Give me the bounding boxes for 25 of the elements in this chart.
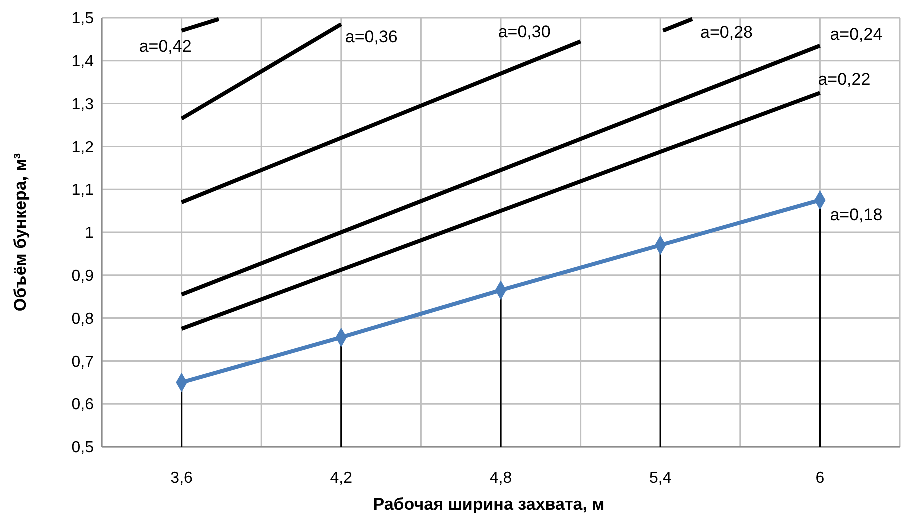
y-tick-label: 0,5 — [72, 440, 94, 457]
y-axis-title: Объём бункера, м³ — [11, 153, 30, 312]
y-tick-label: 1,4 — [72, 54, 94, 70]
x-tick-label: 4,2 — [330, 470, 353, 487]
y-tick-label: 1,1 — [72, 182, 94, 200]
series-label: a=0,28 — [700, 23, 754, 42]
y-tick-label: 1,3 — [72, 96, 94, 114]
series-label: a=0,36 — [345, 27, 398, 46]
series-label: a=0,22 — [818, 70, 871, 90]
series-label: a=0,30 — [498, 22, 551, 42]
x-axis-title: Рабочая ширина захвата, м — [373, 495, 605, 514]
y-tick-label: 1,2 — [72, 139, 94, 156]
x-tick-label: 5,4 — [649, 470, 672, 487]
series-label: a=0,42 — [139, 36, 192, 56]
y-tick-label: 1,5 — [72, 10, 94, 28]
x-tick-label: 3,6 — [170, 470, 194, 487]
x-tick-label: 6 — [816, 470, 825, 487]
y-tick-label: 0,7 — [72, 354, 94, 371]
x-tick-label: 4,8 — [490, 470, 512, 487]
y-tick-label: 0,8 — [72, 310, 94, 328]
y-tick-label: 0,6 — [72, 396, 94, 414]
series-label: a=0,24 — [830, 24, 883, 44]
series-label: a=0,18 — [830, 205, 883, 224]
y-tick-label: 1 — [85, 225, 94, 242]
y-tick-label: 0,9 — [72, 268, 94, 285]
